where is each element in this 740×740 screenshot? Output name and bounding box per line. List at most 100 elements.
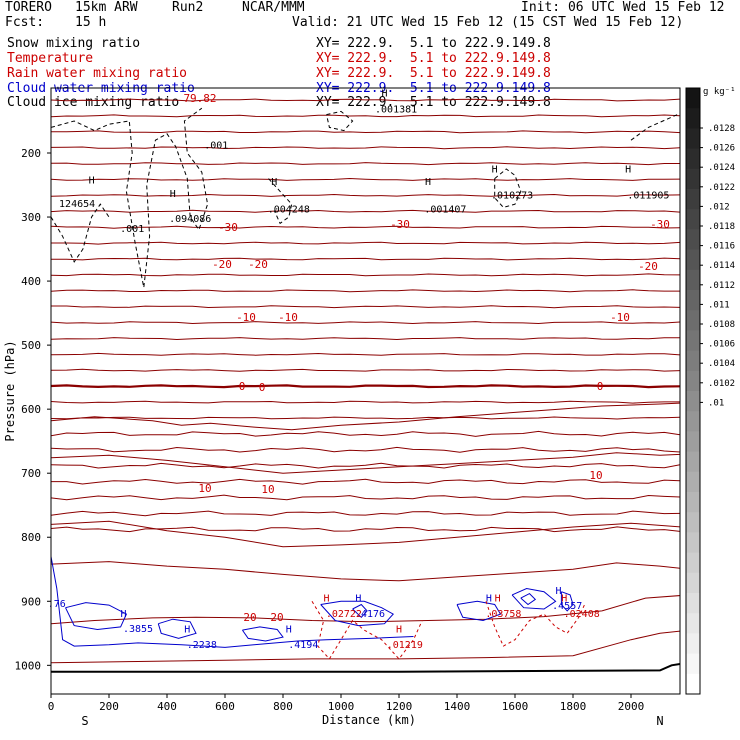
temperature-label: 0 [239, 380, 246, 393]
colorbar-swatch [686, 431, 700, 453]
snow-contours [51, 107, 680, 288]
snow-max-marker: H [271, 177, 277, 188]
isotherm-line [51, 462, 680, 469]
legend-cloud-ice-xy: XY= 222.9. 5.1 to 222.9.149.8 [316, 95, 551, 110]
isotherm-line [51, 225, 680, 229]
x-tick-label: 1800 [560, 700, 587, 713]
isotherm-line [51, 452, 680, 474]
cloud-water-label: .76 [48, 599, 66, 610]
legend-cloud-ice-name: Cloud ice mixing ratio [7, 95, 180, 110]
cloud-water-contour [520, 592, 537, 606]
temperature-label: 0 [597, 380, 604, 393]
rain-contours [311, 601, 586, 660]
colorbar-swatch [686, 148, 700, 170]
colorbar-swatch [686, 88, 700, 109]
colorbar-swatch [686, 290, 700, 311]
colorbar-swatch [686, 613, 700, 634]
x-tick-label: 800 [273, 700, 293, 713]
y-tick-label: 900 [21, 595, 41, 608]
colorbar-tick-label: .0114 [708, 261, 735, 271]
snow-label: 124654 [59, 199, 95, 210]
snow-label: .011905 [627, 190, 669, 201]
temperature-label: -20 [212, 258, 232, 271]
colorbar-swatch [686, 451, 700, 473]
isotherm-line [51, 630, 680, 664]
y-tick-label: 800 [21, 531, 41, 544]
colorbar-swatch [686, 350, 700, 372]
legend-snow-xy: XY= 222.9. 5.1 to 222.9.149.8 [316, 36, 551, 51]
snow-label: .004248 [268, 204, 310, 215]
snow-contour [51, 203, 110, 263]
rain-label: .01219 [387, 640, 423, 651]
legend-temperature-xy: XY= 222.9. 5.1 to 222.9.149.8 [316, 51, 551, 66]
north-label: N [656, 714, 663, 728]
isotherm-line [51, 193, 680, 197]
snow-contour [630, 112, 680, 141]
snow-max-marker: H [170, 189, 176, 200]
isotherm-line [51, 337, 680, 341]
rain-label: .02408 [564, 609, 600, 620]
rain-max-marker: H [495, 594, 501, 605]
isotherm-line [51, 162, 680, 166]
isotherm-line [51, 478, 680, 485]
isotherm-line [51, 561, 680, 582]
snow-max-marker: H [425, 177, 431, 188]
isotherm-line [51, 384, 680, 389]
x-axis-label: Distance (km) [322, 713, 416, 727]
isotherm-line [51, 416, 680, 420]
isotherm-line [51, 520, 680, 548]
cloud-water-contour [157, 618, 197, 639]
x-tick-label: 1200 [386, 700, 413, 713]
snow-label: .001 [120, 224, 144, 235]
isotherm-line [51, 321, 680, 325]
colorbar-frame [685, 87, 701, 695]
isotherm-line [51, 289, 680, 293]
snow-label: .001 [204, 140, 228, 151]
rain-label: .02722 [326, 609, 362, 620]
isotherm-line [51, 98, 680, 102]
cloud-water-label: .4176 [355, 609, 385, 620]
colorbar-swatch [686, 168, 700, 190]
run-label: Run2 [172, 0, 204, 15]
isotherm-line [51, 494, 680, 501]
cloud-water-contour [65, 602, 128, 631]
colorbar-swatch [686, 370, 700, 392]
x-tick-label: 1400 [444, 700, 471, 713]
isotherm-line [51, 241, 680, 245]
y-tick-label: 1000 [15, 659, 42, 672]
colorbar: .0128 .0126 .0124 .0122 .012 .0118 .0116 .0114.… [685, 87, 735, 695]
temperature-label: 10 [198, 482, 211, 495]
y-tick-label: 700 [21, 467, 41, 480]
org-label: NCAR/MMM [242, 0, 305, 15]
isotherm-line [51, 595, 680, 625]
colorbar-swatch [686, 310, 700, 331]
y-tick-label: 200 [21, 147, 41, 160]
cloud-water-max-marker: H [555, 586, 561, 597]
temperature-label: -10 [610, 311, 630, 324]
isotherm-line [51, 368, 680, 372]
cloud-water-max-marker: H [355, 594, 361, 605]
cloud-water-contour [241, 626, 284, 642]
x-tick-label: 200 [99, 700, 119, 713]
colorbar-swatch [686, 673, 700, 695]
x-tick-label: 1000 [328, 700, 355, 713]
temperature-label: 79.82 [183, 92, 216, 105]
snow-label: .094086 [169, 214, 211, 225]
isotherm-line [51, 430, 680, 437]
x-tick-label: 400 [157, 700, 177, 713]
colorbar-swatch [686, 209, 700, 230]
colorbar-swatch [686, 128, 700, 150]
y-tick-label: 600 [21, 403, 41, 416]
snow-max-marker: H [492, 165, 498, 176]
cloud-water-contour [51, 556, 414, 648]
colorbar-swatch [686, 552, 700, 574]
forecast-hour: 15 h [75, 15, 107, 30]
cloud-water-label: .4557 [552, 601, 582, 612]
colorbar-tick-label: .0116 [708, 242, 735, 252]
snow-max-marker: H [625, 165, 631, 176]
colorbar-tick-label: .012 [708, 202, 730, 212]
colorbar-tick-label: .0108 [708, 320, 735, 330]
rain-contour [485, 601, 586, 647]
